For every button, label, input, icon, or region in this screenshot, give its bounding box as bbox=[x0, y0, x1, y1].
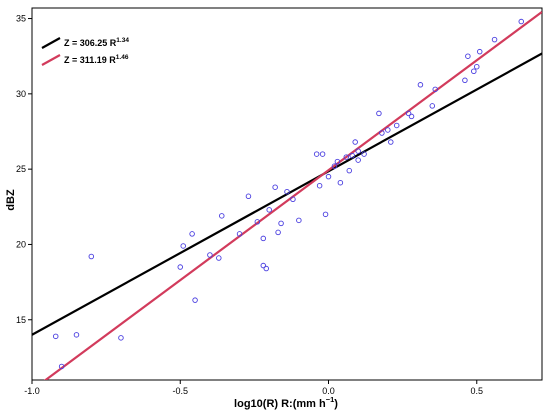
data-point bbox=[361, 151, 367, 157]
data-point bbox=[88, 253, 95, 260]
data-point bbox=[260, 262, 267, 269]
data-point bbox=[296, 217, 302, 224]
legend-swatch-black-fit bbox=[41, 37, 61, 49]
data-point bbox=[245, 193, 252, 200]
data-point bbox=[334, 158, 341, 165]
data-point bbox=[337, 179, 344, 186]
data-point bbox=[207, 252, 213, 258]
fit-line-red bbox=[43, 11, 542, 380]
data-point bbox=[388, 139, 394, 145]
plot-area bbox=[31, 7, 543, 381]
data-point bbox=[290, 196, 296, 203]
data-point bbox=[474, 63, 480, 70]
data-point bbox=[476, 48, 483, 55]
data-point bbox=[319, 151, 326, 157]
x-tick-label: 0.0 bbox=[322, 386, 335, 396]
data-point bbox=[254, 219, 261, 225]
y-tick-label: 30 bbox=[16, 89, 26, 99]
data-point bbox=[393, 122, 400, 129]
x-axis: -1.0 -0.5 0.0 0.5 bbox=[24, 380, 483, 396]
data-point bbox=[266, 207, 272, 213]
y-tick-label: 20 bbox=[16, 239, 26, 249]
data-point bbox=[236, 231, 243, 237]
legend-label-red-fit: Z = 311.19 R1.46 bbox=[64, 54, 129, 65]
legend: Z = 306.25 R1.34 Z = 311.19 R1.46 bbox=[41, 37, 129, 66]
data-point bbox=[118, 335, 124, 341]
data-point bbox=[272, 184, 278, 190]
data-point bbox=[355, 157, 361, 163]
data-point bbox=[405, 110, 412, 117]
legend-label-black-fit-base: Z = 306.25 R bbox=[64, 38, 117, 48]
x-axis-label-main: log10(R) R:(mm h bbox=[234, 398, 326, 410]
data-point bbox=[58, 363, 65, 370]
data-point bbox=[219, 213, 225, 219]
fit-lines bbox=[32, 11, 542, 380]
data-point bbox=[316, 182, 323, 189]
data-point bbox=[471, 68, 477, 75]
x-tick-label: -0.5 bbox=[172, 386, 188, 396]
y-axis-label: dBZ bbox=[5, 189, 17, 211]
data-point bbox=[465, 53, 471, 59]
x-axis-label-close: ) bbox=[334, 398, 338, 410]
data-point bbox=[216, 255, 222, 261]
data-point bbox=[180, 243, 186, 249]
data-point bbox=[325, 173, 332, 180]
data-point bbox=[408, 113, 415, 120]
data-point bbox=[189, 231, 195, 237]
y-tick-label: 25 bbox=[16, 164, 26, 174]
y-axis: 15 20 25 30 35 bbox=[16, 14, 32, 325]
data-point bbox=[284, 188, 290, 195]
data-point bbox=[379, 130, 385, 136]
data-point bbox=[343, 154, 350, 160]
data-point bbox=[355, 148, 361, 154]
data-point bbox=[73, 332, 80, 338]
data-point bbox=[260, 235, 267, 242]
data-point bbox=[417, 82, 424, 88]
data-point bbox=[192, 297, 198, 303]
data-point bbox=[432, 86, 439, 93]
data-point bbox=[349, 152, 355, 159]
y-tick-label: 15 bbox=[16, 315, 26, 325]
legend-label-black-fit-exponent: 1.34 bbox=[116, 37, 129, 44]
data-point bbox=[278, 220, 284, 227]
legend-label-red-fit-exponent: 1.46 bbox=[116, 54, 129, 61]
data-point bbox=[352, 139, 358, 145]
data-point bbox=[518, 18, 524, 25]
data-point bbox=[385, 127, 391, 133]
data-point bbox=[429, 103, 436, 109]
x-tick-label: -1.0 bbox=[24, 386, 40, 396]
legend-label-black-fit: Z = 306.25 R1.34 bbox=[64, 37, 129, 48]
x-axis-label-superscript: −1 bbox=[326, 395, 335, 404]
data-point bbox=[331, 163, 338, 169]
data-point bbox=[376, 110, 382, 117]
data-point bbox=[462, 77, 468, 84]
x-axis-label: log10(R) R:(mm h−1) bbox=[234, 395, 338, 410]
data-point bbox=[52, 333, 59, 340]
legend-label-red-fit-base: Z = 311.19 R bbox=[64, 55, 116, 65]
data-points bbox=[52, 18, 524, 370]
data-point bbox=[346, 167, 353, 174]
legend-swatch-red-fit bbox=[41, 54, 61, 66]
data-point bbox=[313, 151, 320, 157]
data-point bbox=[275, 229, 281, 236]
data-point bbox=[322, 211, 329, 218]
data-point bbox=[177, 264, 184, 270]
data-point bbox=[263, 265, 269, 272]
x-tick-label: 0.5 bbox=[471, 386, 484, 396]
y-tick-label: 35 bbox=[16, 14, 26, 24]
data-point bbox=[491, 36, 498, 43]
